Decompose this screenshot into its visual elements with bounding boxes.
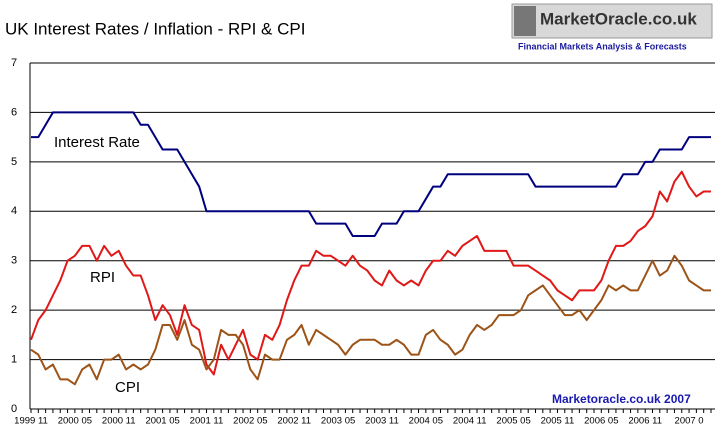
y-tick-label: 4 [11,205,17,217]
series-line [31,111,711,237]
x-tick-label: 2000 05 [58,416,92,427]
logo-subtitle: Financial Markets Analysis & Forecasts [518,41,687,51]
logo-icon [514,6,536,36]
legend-label: CPI [115,379,140,396]
y-tick-label: 3 [11,255,17,267]
x-tick-label: 2006 11 [628,416,662,427]
y-tick-label: 7 [11,57,17,69]
x-tick-label: 2001 05 [145,416,179,427]
x-tick-label: 2000 11 [102,416,136,427]
y-tick-label: 6 [11,106,17,118]
x-tick-label: 2004 11 [453,416,487,427]
y-tick-label: 1 [11,353,17,365]
x-tick-label: 2003 11 [365,416,399,427]
x-tick-label: 2002 11 [277,416,311,427]
x-tick-label: 2002 05 [233,416,267,427]
x-tick-label: 2005 05 [496,416,530,427]
x-tick-label: 2005 11 [541,416,575,427]
x-tick-label: 2004 05 [409,416,443,427]
chart-title: UK Interest Rates / Inflation - RPI & CP… [5,19,305,38]
y-tick-label: 5 [11,156,17,168]
logo: MarketOracle.co.uk Financial Markets Ana… [511,3,713,51]
series-line [30,254,711,386]
x-tick-label: 2007 0 [675,416,704,427]
x-tick-label: 2003 05 [321,416,355,427]
legend-label: RPI [90,269,115,286]
logo-box [511,3,713,39]
x-tick-label: 1999 11 [14,416,48,427]
series-line [30,170,711,376]
y-tick-label: 0 [11,403,17,415]
logo-title: MarketOracle.co.uk [540,9,697,28]
x-tick-label: 2006 05 [584,416,618,427]
x-tick-label: 2001 11 [190,416,224,427]
y-tick-label: 2 [11,304,17,316]
annotation: Marketoracle.co.uk 2007 [552,392,691,406]
legend-label: Interest Rate [54,134,140,151]
